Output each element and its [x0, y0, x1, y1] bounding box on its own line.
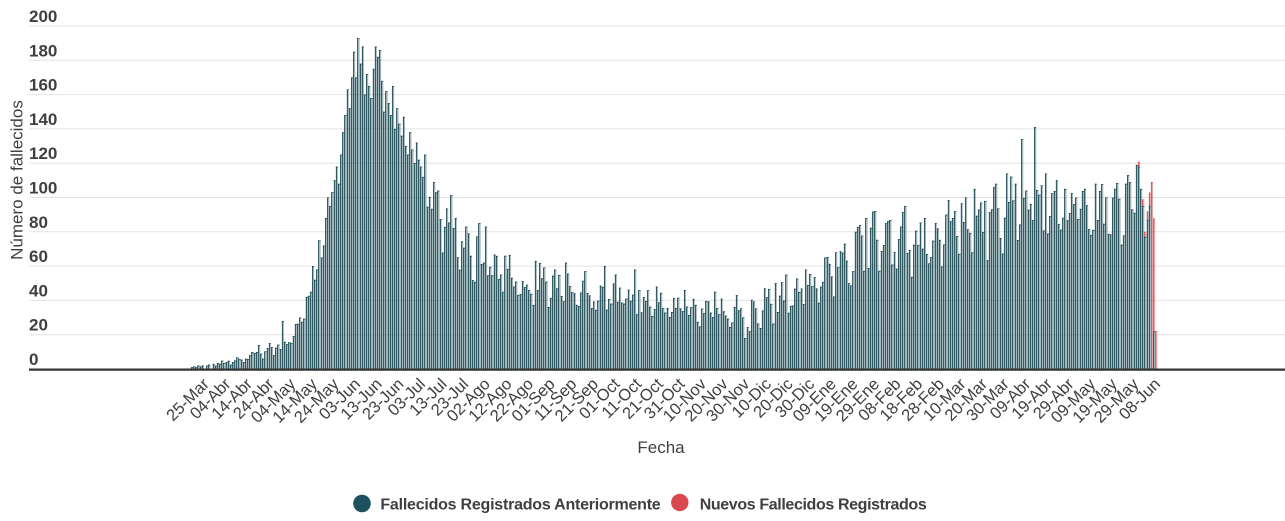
svg-text:Nuevos Fallecidos Registrados: Nuevos Fallecidos Registrados	[700, 497, 927, 514]
svg-text:180: 180	[29, 41, 57, 60]
svg-text:Fallecidos Registrados Anterio: Fallecidos Registrados Anteriormente	[380, 497, 660, 514]
svg-text:140: 140	[29, 110, 57, 129]
svg-text:200: 200	[29, 7, 57, 26]
svg-text:160: 160	[29, 76, 57, 95]
svg-text:20: 20	[29, 316, 48, 335]
svg-text:0: 0	[29, 350, 38, 369]
svg-text:Número de fallecidos: Número de fallecidos	[8, 100, 27, 260]
svg-text:Fecha: Fecha	[637, 438, 685, 457]
svg-text:100: 100	[29, 179, 57, 198]
svg-text:60: 60	[29, 247, 48, 266]
svg-text:120: 120	[29, 144, 57, 163]
svg-text:40: 40	[29, 281, 48, 300]
svg-text:80: 80	[29, 213, 48, 232]
